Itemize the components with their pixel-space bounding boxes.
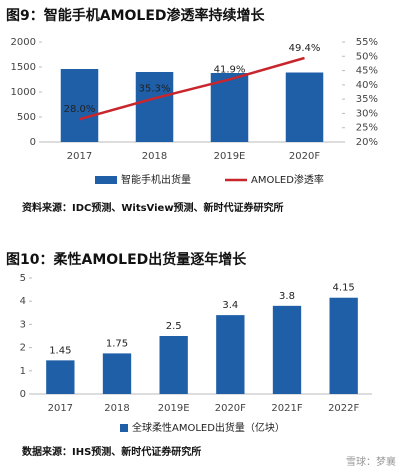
x-tick-label: 2019E xyxy=(214,151,246,162)
y2-tick-label: 30% xyxy=(356,108,378,119)
chart-title: 图9：智能手机AMOLED渗透率持续增长 xyxy=(6,7,266,24)
y-tick-label: 5 xyxy=(20,273,26,284)
x-tick-label: 2019E xyxy=(158,403,190,414)
bar xyxy=(159,336,188,394)
legend-swatch xyxy=(95,176,117,184)
legend-label: 智能手机出货量 xyxy=(121,173,191,186)
y2-tick-label: 40% xyxy=(356,80,378,91)
data-label: 28.0% xyxy=(64,104,96,115)
data-label: 2.5 xyxy=(166,321,182,332)
line xyxy=(79,56,305,121)
y-tick-label: 1500 xyxy=(11,62,36,73)
bar xyxy=(102,353,132,394)
bar xyxy=(285,72,324,142)
y-tick-label: 0 xyxy=(20,389,26,400)
y-tick-label: 2 xyxy=(20,343,26,354)
y-tick-label: 4 xyxy=(20,296,26,307)
y2-tick-label: 20% xyxy=(356,137,378,148)
data-label: 1.45 xyxy=(49,345,71,356)
bar xyxy=(329,297,358,394)
legend-label: 全球柔性AMOLED出货量（亿块） xyxy=(132,421,285,434)
bar xyxy=(46,360,75,394)
y-tick-label: 0 xyxy=(30,137,36,148)
y-tick-label: 2000 xyxy=(11,37,36,48)
bar xyxy=(60,69,99,142)
data-label: 3.4 xyxy=(222,300,238,311)
bar xyxy=(210,73,249,142)
data-label: 35.3% xyxy=(139,83,171,94)
x-tick-label: 2017 xyxy=(67,151,92,162)
y-tick-label: 3 xyxy=(20,319,26,330)
data-label: 1.75 xyxy=(106,338,128,349)
source-note: 数据来源：IHS预测、新时代证券研究所 xyxy=(22,445,201,458)
y2-tick-label: 25% xyxy=(356,123,378,134)
y2-tick-label: 50% xyxy=(356,51,378,62)
legend-label: AMOLED渗透率 xyxy=(251,173,324,186)
data-label: 4.15 xyxy=(333,283,355,294)
source-note: 资料来源：IDC预测、WitsView预测、新时代证券研究所 xyxy=(22,201,284,214)
bar xyxy=(135,72,174,142)
x-tick-label: 2022F xyxy=(328,403,359,414)
watermark: 雪球：梦襄 xyxy=(346,455,396,468)
y-tick-label: 500 xyxy=(17,112,36,123)
y-tick-label: 1 xyxy=(20,366,26,377)
bar xyxy=(216,315,245,394)
y2-tick-label: 45% xyxy=(356,66,378,77)
data-label: 3.8 xyxy=(279,291,295,302)
bar xyxy=(272,305,302,394)
x-tick-label: 2017 xyxy=(48,403,73,414)
x-tick-label: 2021F xyxy=(271,403,302,414)
legend-swatch xyxy=(120,424,128,432)
x-tick-label: 2020F xyxy=(215,403,246,414)
data-label: 49.4% xyxy=(289,43,321,54)
y-tick-label: 1000 xyxy=(11,87,36,98)
x-tick-label: 2020F xyxy=(289,151,320,162)
x-tick-label: 2018 xyxy=(142,151,167,162)
data-label: 41.9% xyxy=(214,64,246,75)
y2-tick-label: 35% xyxy=(356,94,378,105)
x-tick-label: 2018 xyxy=(104,403,129,414)
y2-tick-label: 55% xyxy=(356,37,378,48)
chart-title: 图10：柔性AMOLED出货量逐年增长 xyxy=(6,251,247,268)
